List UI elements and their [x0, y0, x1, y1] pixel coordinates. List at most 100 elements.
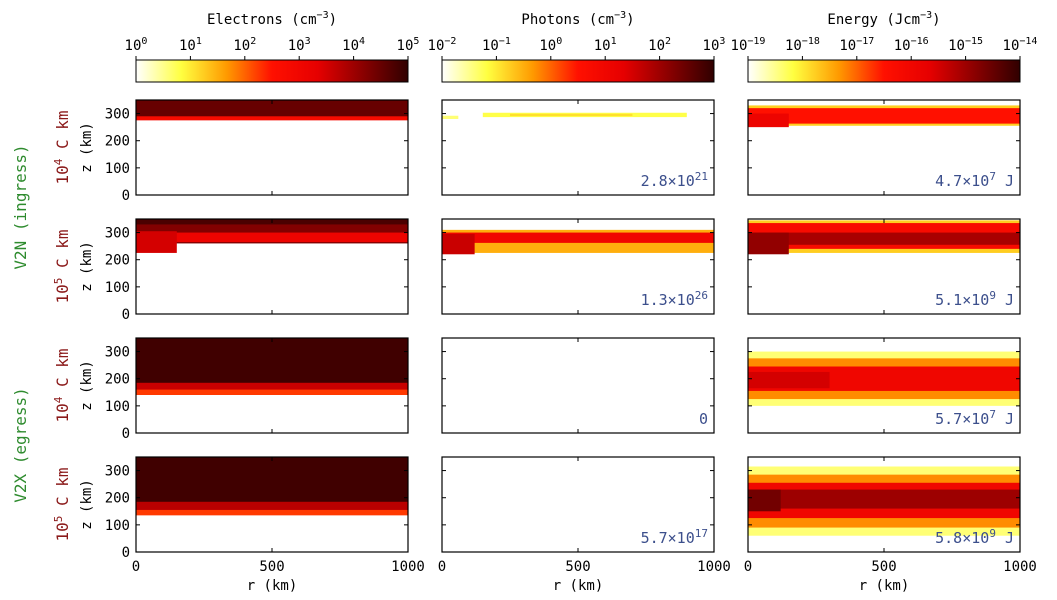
colorbar-tick-label: 103 — [288, 36, 311, 54]
colorbar-tick-label: 105 — [397, 36, 420, 54]
heatmap-band — [748, 489, 781, 512]
y-tick-label: 0 — [122, 188, 130, 204]
y-tick-label: 200 — [105, 253, 130, 269]
x-tick-label: 0 — [744, 559, 752, 575]
x-tick-label: 1000 — [1003, 559, 1037, 575]
row-label: 105 C km — [52, 467, 72, 541]
panel-3-3: 5.7×107 J — [747, 337, 1021, 434]
colorbar-tick-label: 10−14 — [1003, 36, 1038, 54]
x-tick-label: 1000 — [697, 559, 731, 575]
y-tick-label: 100 — [105, 399, 130, 415]
colorbar-tick-label: 100 — [539, 36, 562, 54]
colorbar-1: Electrons (cm−3) 100 101 102 103 104 105 — [125, 10, 420, 83]
panel-2-3: 5.1×109 J — [747, 218, 1021, 315]
x-axis-label: r (km) — [553, 578, 604, 594]
colorbar-tick-label: 101 — [594, 36, 617, 54]
colorbar-tick-label: 100 — [125, 36, 148, 54]
y-tick-label: 0 — [122, 426, 130, 442]
panel-3-2: 0 — [441, 337, 715, 434]
heatmap-band — [748, 232, 1020, 245]
y-tick-label: 100 — [105, 161, 130, 177]
heatmap-band — [748, 371, 830, 389]
x-tick-label: 0 — [438, 559, 446, 575]
y-tick-label: 0 — [122, 545, 130, 561]
y-axis-label: z (km) — [79, 241, 95, 292]
x-axis-label: r (km) — [247, 578, 298, 594]
y-tick-label: 100 — [105, 518, 130, 534]
panel-4-1: 0 500 1000 0 100 200 300 z (km) r (km) — [79, 456, 425, 594]
heatmap-band — [136, 116, 408, 121]
y-axis-label: z (km) — [79, 122, 95, 173]
y-tick-label: 0 — [122, 307, 130, 323]
x-tick-label: 0 — [132, 559, 140, 575]
colorbar-gradient — [135, 59, 409, 83]
y-tick-label: 300 — [105, 345, 130, 361]
heatmap-band — [510, 113, 633, 117]
heatmap-band — [136, 457, 408, 502]
y-tick-label: 300 — [105, 464, 130, 480]
y-tick-label: 200 — [105, 491, 130, 507]
heatmap-band — [136, 100, 408, 119]
heatmap-band — [136, 338, 408, 383]
y-axis-label: z (km) — [79, 360, 95, 411]
colorbar-2: Photons (cm−3) 10−2 10−1 100 101 102 103 — [428, 10, 726, 83]
colorbar-title: Photons (cm−3) — [521, 10, 634, 28]
y-tick-label: 200 — [105, 372, 130, 388]
y-tick-label: 200 — [105, 134, 130, 150]
panel-4-3: 0 500 1000 r (km) 5.8×109 J — [744, 456, 1037, 594]
heatmap-band — [748, 489, 1020, 509]
panel-total-annotation: 4.7×107 J — [935, 170, 1014, 190]
panel-total-annotation: 5.7×107 J — [935, 408, 1014, 428]
y-tick-label: 300 — [105, 107, 130, 123]
panel-2-1: 0 100 200 300 z (km) — [79, 218, 409, 323]
colorbar-title: Energy (Jcm−3) — [827, 10, 940, 28]
colorbar-tick-label: 104 — [342, 36, 365, 54]
colorbar-gradient — [747, 59, 1021, 83]
panel-1-2: 2.8×1021 — [441, 99, 715, 196]
heatmap-band — [748, 108, 1020, 124]
colorbar-tick-label: 10−19 — [731, 36, 766, 54]
colorbar-tick-label: 10−15 — [948, 36, 983, 54]
row-labels: 104 C km 105 C km 104 C km 105 C km V2N (ing… — [11, 110, 72, 541]
panel-total-annotation: 5.8×109 J — [935, 527, 1014, 547]
panel-1-1: 0 100 200 300 z (km) — [79, 99, 409, 204]
heatmap-band — [136, 232, 408, 243]
panel-2-2: 1.3×1026 — [441, 218, 715, 315]
row-label: 104 C km — [52, 348, 72, 422]
colorbar-tick-label: 10−16 — [894, 36, 929, 54]
row-group-label: V2N (ingress) — [11, 144, 30, 269]
panel-1-3: 4.7×107 J — [747, 99, 1021, 196]
panel-4-2: 0 500 1000 r (km) 5.7×1017 — [438, 456, 731, 594]
panel-total-annotation: 0 — [699, 410, 708, 428]
panel-total-annotation: 5.7×1017 — [641, 527, 708, 547]
heatmap-band — [748, 232, 789, 255]
x-tick-label: 500 — [871, 559, 896, 575]
colorbar-tick-label: 10−1 — [482, 36, 511, 54]
heatmap-band — [748, 113, 789, 128]
colorbar-tick-label: 10−2 — [428, 36, 457, 54]
colorbar-tick-label: 102 — [233, 36, 256, 54]
x-tick-label: 500 — [259, 559, 284, 575]
heatmap-band — [442, 233, 475, 255]
panel-3-1: 0 100 200 300 z (km) — [79, 337, 409, 442]
row-group-label: V2X (egress) — [11, 387, 30, 503]
panels: 0 100 200 300 z (km) 2.8×1021 4.7×107 J 0 100 200… — [79, 99, 1037, 594]
panel-total-annotation: 5.1×109 J — [935, 289, 1014, 309]
colorbars: Electrons (cm−3) 100 101 102 103 104 105 Photon… — [125, 10, 1038, 83]
colorbar-tick-label: 10−17 — [839, 36, 874, 54]
colorbar-tick-label: 102 — [648, 36, 671, 54]
heatmap-band — [442, 232, 714, 243]
colorbar-gradient — [441, 59, 715, 83]
colorbar-tick-label: 101 — [179, 36, 202, 54]
x-axis-label: r (km) — [859, 578, 910, 594]
colorbar-title: Electrons (cm−3) — [207, 10, 337, 28]
y-tick-label: 300 — [105, 226, 130, 242]
colorbar-tick-label: 103 — [703, 36, 726, 54]
panel-total-annotation: 2.8×1021 — [641, 170, 708, 190]
heatmap-band — [442, 115, 459, 119]
x-tick-label: 1000 — [391, 559, 425, 575]
x-tick-label: 500 — [565, 559, 590, 575]
row-label: 105 C km — [52, 229, 72, 303]
colorbar-3: Energy (Jcm−3) 10−19 10−18 10−17 10−16 10−15 1… — [731, 10, 1038, 83]
